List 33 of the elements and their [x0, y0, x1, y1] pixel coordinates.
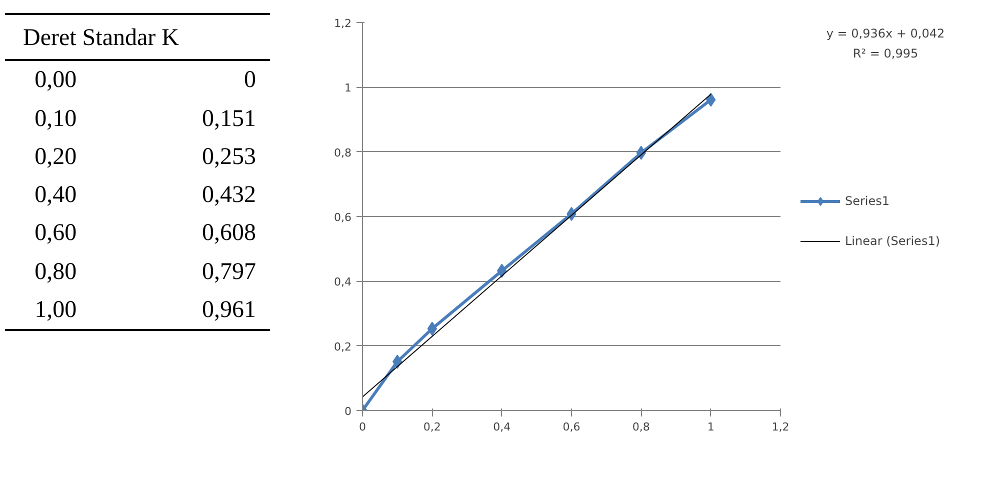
x-tick-label: 1 [707, 420, 714, 434]
x-tick-label: 0 [359, 420, 366, 434]
text: Deret Standar K [5, 14, 270, 60]
category-label: 1,00 [34, 296, 78, 325]
text: 0 [244, 67, 256, 94]
y-tick-label: 1,2 [334, 17, 352, 30]
legend-label: Series1 [845, 194, 890, 208]
category-label: 0,80 [34, 258, 78, 287]
y-tick-label: 0,4 [334, 276, 352, 289]
text: 0,797 [202, 258, 256, 285]
text: R² = 0,995 [852, 46, 918, 60]
x-tick-label: 0,2 [423, 420, 441, 434]
category-label: 0,20 [34, 142, 78, 172]
category-label: 0,10 [34, 104, 78, 134]
legend-label: Linear (Series1) [845, 234, 940, 248]
y-tick-label: 0,8 [334, 146, 352, 160]
x-tick-label: 0,6 [562, 420, 580, 434]
y-tick-label: 0 [344, 405, 352, 418]
y-tick-label: 1 [344, 82, 352, 95]
y-tick-label: 0,6 [334, 211, 352, 224]
category-label: 0,60 [34, 219, 78, 248]
y-tick-label: 0,2 [334, 340, 352, 354]
x-tick-label: 1,2 [772, 420, 790, 434]
text: 0,253 [202, 144, 256, 170]
x-tick-label: 0,4 [493, 420, 511, 434]
text: 0,961 [202, 296, 256, 323]
text: 0,608 [202, 220, 256, 246]
text: 0,432 [202, 182, 256, 208]
text: y = 0,936x + 0,042 [826, 26, 945, 40]
category-label: 0,00 [34, 66, 78, 96]
x-tick-label: 0,8 [632, 420, 650, 434]
text: 0,151 [202, 106, 256, 132]
category-label: 0,40 [34, 181, 78, 210]
